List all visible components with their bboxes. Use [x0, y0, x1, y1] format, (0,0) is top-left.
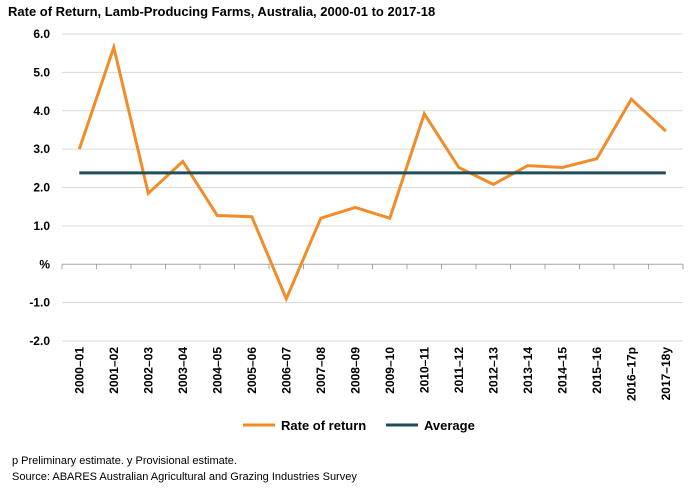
- x-tick-label: 2003–04: [176, 347, 190, 394]
- x-axis-ticks: 2000–01 2001–02 2002–03 2003–04 2004–05 2005–…: [72, 347, 673, 401]
- y-tick-label: 2.0: [33, 181, 50, 195]
- footnote-preliminary: p Preliminary estimate. y Provisional es…: [12, 455, 237, 467]
- series-lines: [77, 41, 667, 303]
- y-tick-label: 3.0: [33, 142, 50, 156]
- x-tick-label: 2016–17p: [624, 347, 638, 401]
- footnote-source: Source: ABARES Australian Agricultural a…: [12, 471, 357, 483]
- gridlines: [62, 33, 683, 342]
- chart-title: Rate of Return, Lamb-Producing Farms, Au…: [8, 4, 436, 19]
- x-tick-label: 2015–16: [590, 347, 604, 394]
- x-tick-label: 2005–06: [245, 347, 259, 394]
- legend: Rate of return Average: [243, 418, 475, 433]
- x-tick-label: 2010–11: [417, 347, 431, 393]
- y-axis-ticks: 6.0 5.0 4.0 3.0 2.0 1.0% -1.0 -2.0: [29, 27, 50, 348]
- y-tick-label: -1.0: [29, 296, 50, 310]
- y-tick-label: %: [39, 257, 50, 271]
- x-tick-label: 2002–03: [141, 347, 155, 394]
- x-tick-label: 2001–02: [107, 347, 121, 394]
- legend-label-average: Average: [424, 418, 475, 433]
- y-tick-label: 5.0: [33, 65, 50, 79]
- x-tick-label: 2009–10: [383, 347, 397, 394]
- series-line-rate-of-return: [77, 41, 667, 303]
- x-tick-label: 2011–12: [452, 347, 466, 393]
- x-tick-label: 2007–08: [314, 347, 328, 394]
- x-tick-label: 2017–18y: [659, 347, 673, 401]
- x-tick-label: 2006–07: [279, 347, 293, 394]
- y-tick-label: 6.0: [33, 27, 50, 41]
- x-tick-label: 2004–05: [210, 347, 224, 394]
- y-tick-label: 4.0: [33, 104, 50, 118]
- x-tick-label: 2014–15: [555, 347, 569, 394]
- x-tick-label: 2012–13: [486, 347, 500, 394]
- x-tick-label: 2008–09: [348, 347, 362, 394]
- legend-label-rate-of-return: Rate of return: [281, 418, 366, 433]
- x-tick-label: 2000–01: [72, 347, 86, 394]
- y-tick-label: -2.0: [29, 334, 50, 348]
- x-tick-label: 2013–14: [521, 347, 535, 394]
- y-tick-label: 1.0: [33, 219, 50, 233]
- x-axis: [61, 263, 684, 270]
